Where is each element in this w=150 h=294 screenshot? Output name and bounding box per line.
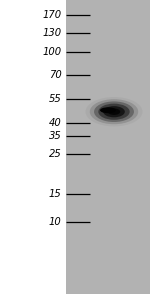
Text: 10: 10 (49, 217, 61, 227)
Ellipse shape (98, 104, 130, 120)
Text: 55: 55 (49, 94, 61, 104)
Ellipse shape (103, 106, 125, 117)
Ellipse shape (85, 97, 142, 126)
Bar (66, 0, 150, 294)
Text: 130: 130 (42, 28, 62, 38)
Text: 15: 15 (49, 189, 61, 199)
Ellipse shape (108, 108, 120, 115)
Text: 25: 25 (49, 149, 61, 159)
Text: 100: 100 (42, 47, 62, 57)
Ellipse shape (94, 101, 134, 122)
Text: 70: 70 (49, 70, 61, 80)
Text: 170: 170 (42, 10, 62, 20)
Ellipse shape (100, 107, 116, 113)
Bar (0, 0, 66, 294)
Ellipse shape (90, 99, 138, 124)
Text: 40: 40 (49, 118, 61, 128)
Text: 35: 35 (49, 131, 61, 141)
